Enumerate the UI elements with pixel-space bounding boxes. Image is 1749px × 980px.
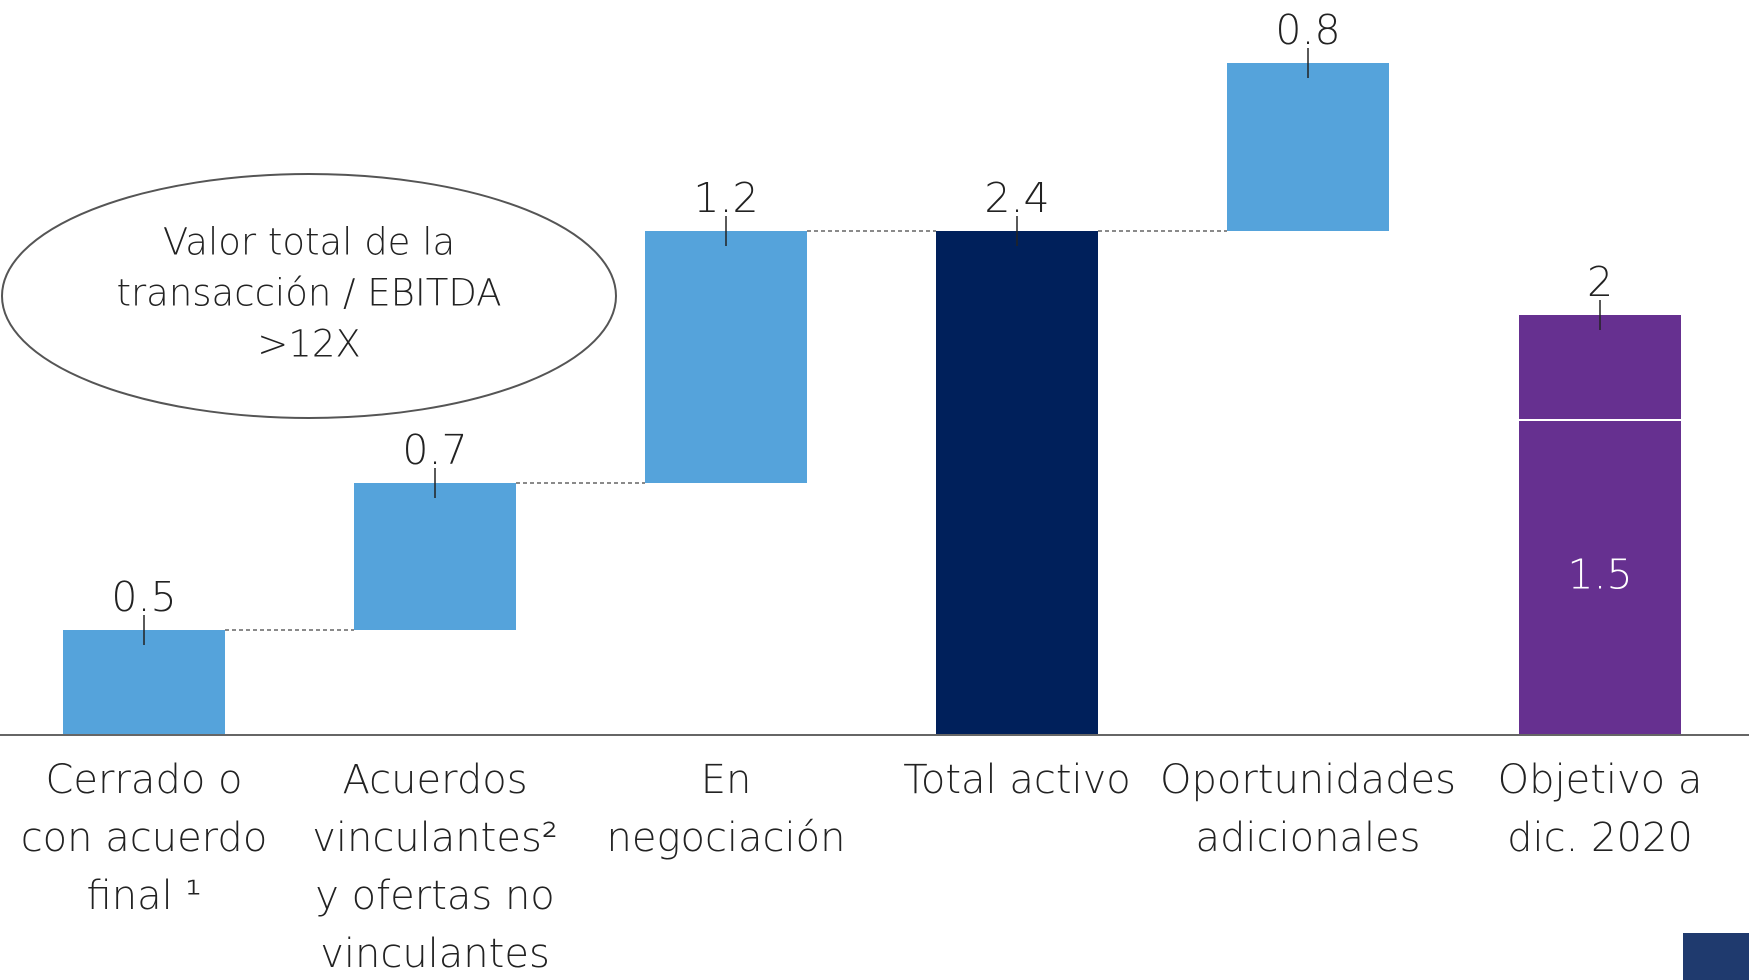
x-tick-label: Total activo xyxy=(903,757,1131,803)
x-tick-label: adicionales xyxy=(1195,815,1420,861)
x-tick-label: final ¹ xyxy=(87,873,202,919)
logo xyxy=(1683,933,1749,980)
x-tick-label: dic. 2020 xyxy=(1507,815,1693,861)
bar xyxy=(1519,315,1681,735)
annotation-ellipse xyxy=(1,173,617,419)
value-label: 2.4 xyxy=(984,174,1049,222)
bar xyxy=(936,231,1098,735)
value-label: 0.8 xyxy=(1275,6,1340,54)
annotation-text: transacción / EBITDA xyxy=(116,272,501,315)
x-tick-label: y ofertas no xyxy=(315,873,555,919)
annotation-text: >12X xyxy=(257,323,360,366)
value-label: 0.5 xyxy=(111,573,176,621)
x-tick-label: vinculantes² xyxy=(312,815,558,861)
x-tick-label: negociación xyxy=(607,815,846,861)
x-tick-label: con acuerdo xyxy=(21,815,268,861)
x-tick-label: Cerrado o xyxy=(46,757,243,803)
x-tick-label: vinculantes xyxy=(320,931,550,977)
annotation-text: Valor total de la xyxy=(163,221,455,264)
value-label: 2 xyxy=(1587,258,1613,306)
x-tick-label: Acuerdos xyxy=(342,757,527,803)
x-tick-label: Oportunidades xyxy=(1160,757,1456,803)
bar xyxy=(354,483,516,630)
bar xyxy=(63,630,225,735)
bar xyxy=(1227,63,1389,231)
split-label: 1.5 xyxy=(1567,551,1632,599)
bar xyxy=(645,231,807,483)
value-label: 0.7 xyxy=(402,426,467,474)
x-tick-label: Objetivo a xyxy=(1498,757,1703,803)
value-label: 1.2 xyxy=(693,174,758,222)
x-tick-label: En xyxy=(701,757,752,803)
